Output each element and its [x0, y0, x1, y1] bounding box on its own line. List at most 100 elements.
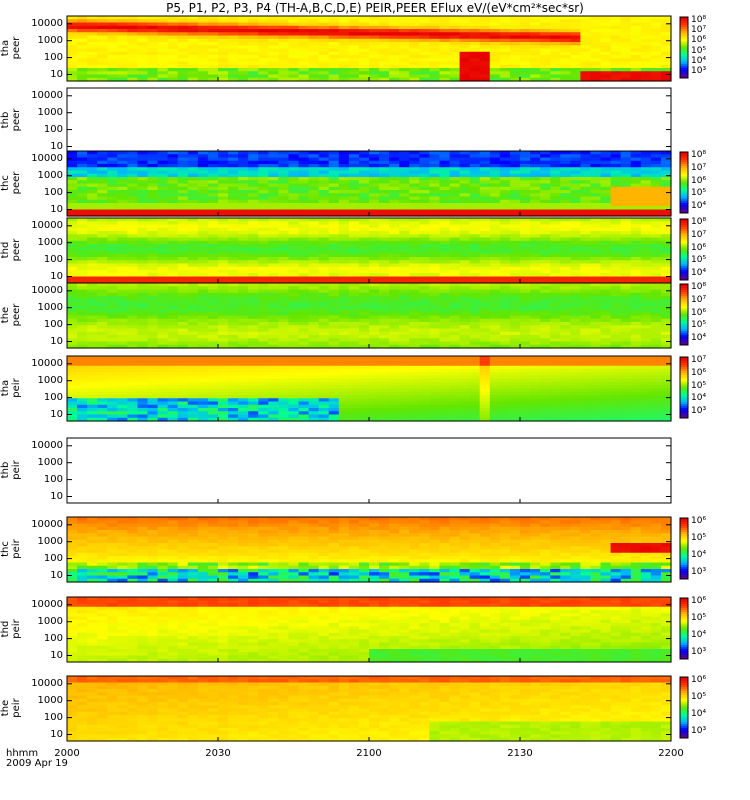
colorbar-tick-label: 10⁷: [691, 229, 707, 240]
panel-frame: [66, 87, 672, 154]
panel-tha-peer: [66, 15, 689, 82]
y-tick-label: 1000: [37, 694, 63, 706]
x-tick-label: 2000: [54, 748, 80, 759]
panel-the-peer: [66, 282, 689, 349]
panel-thd-peir: [66, 596, 689, 663]
y-tick-label: 10000: [31, 17, 63, 29]
x-tick-label: 2200: [658, 748, 684, 759]
colorbar-tick-label: 10⁴: [691, 55, 707, 66]
x-axis-date-label: 2009 Apr 19: [6, 758, 68, 769]
colorbar-tick-label: 10³: [691, 726, 707, 736]
panel-ylabel: thd peer: [0, 238, 22, 261]
y-tick-label: 100: [43, 552, 63, 564]
panel-thd-peer: [66, 217, 689, 284]
y-tick-label: 10: [50, 408, 63, 420]
y-tick-label: 100: [43, 711, 63, 723]
y-tick-label: 10: [50, 68, 63, 80]
panel-frame: [66, 437, 672, 504]
colorbar: [679, 283, 689, 346]
panel-thb-peir: [66, 437, 672, 504]
colorbar-tick-label: 10⁴: [691, 630, 707, 640]
y-tick-label: 10000: [31, 598, 63, 610]
colorbar-tick-label: 10³: [691, 66, 707, 76]
y-tick-label: 100: [43, 318, 63, 330]
colorbar: [679, 517, 689, 580]
y-tick-label: 100: [43, 186, 63, 198]
colorbar-tick-label: 10⁸: [691, 282, 707, 292]
y-tick-label: 1000: [37, 236, 63, 248]
y-tick-label: 100: [43, 391, 63, 403]
panel-tha-peir: [66, 355, 689, 422]
colorbar-tick-label: 10⁴: [691, 393, 707, 404]
colorbar-tick-label: 10⁸: [691, 150, 707, 160]
panel-ylabel: thb peir: [0, 459, 22, 480]
colorbar-tick-label: 10⁷: [691, 355, 707, 365]
colorbar-tick-label: 10⁴: [691, 333, 707, 343]
panel-ylabel: thd peir: [0, 618, 22, 639]
panel-ylabel: thc peer: [0, 171, 22, 194]
colorbar-tick-label: 10³: [691, 647, 707, 657]
colorbar: [679, 16, 689, 79]
colorbar: [679, 356, 689, 419]
y-tick-label: 10000: [31, 518, 63, 530]
y-tick-label: 1000: [37, 301, 63, 313]
colorbar-tick-label: 10⁵: [691, 692, 707, 702]
x-tick-label: 2130: [507, 748, 533, 759]
colorbar-tick-label: 10⁷: [691, 162, 707, 173]
y-tick-label: 100: [43, 473, 63, 485]
y-tick-label: 10000: [31, 89, 63, 101]
colorbar: [679, 676, 689, 739]
y-tick-label: 1000: [37, 456, 63, 468]
colorbar-tick-label: 10⁵: [691, 533, 707, 543]
y-tick-label: 10: [50, 335, 63, 347]
colorbar-tick-label: 10⁵: [691, 320, 707, 331]
y-tick-label: 100: [43, 253, 63, 265]
colorbar-tick-label: 10⁵: [691, 380, 707, 391]
colorbar-tick-label: 10³: [691, 406, 707, 416]
y-tick-label: 10000: [31, 357, 63, 369]
panel-ylabel: the peir: [0, 697, 22, 718]
colorbar-tick-label: 10⁵: [691, 613, 707, 623]
y-tick-label: 10000: [31, 152, 63, 164]
colorbar-tick-label: 10⁷: [691, 294, 707, 305]
colorbar-tick-label: 10⁴: [691, 201, 707, 211]
colorbar-tick-label: 10⁴: [691, 550, 707, 560]
colorbar-tick-label: 10⁶: [691, 242, 707, 253]
colorbar-tick-label: 10⁴: [691, 709, 707, 719]
panel-ylabel: tha peer: [0, 36, 22, 59]
colorbar: [679, 597, 689, 660]
y-tick-label: 10: [50, 203, 63, 215]
panel-ylabel: thc peir: [0, 538, 22, 559]
colorbar-tick-label: 10⁶: [691, 175, 707, 186]
y-tick-label: 1000: [37, 535, 63, 547]
y-tick-label: 10: [50, 270, 63, 282]
x-tick-label: 2100: [356, 748, 382, 759]
y-tick-label: 10: [50, 728, 63, 740]
colorbar-tick-label: 10⁵: [691, 188, 707, 199]
y-tick-label: 10000: [31, 284, 63, 296]
y-tick-label: 10000: [31, 677, 63, 689]
panel-ylabel: tha peir: [0, 377, 22, 398]
y-tick-label: 1000: [37, 169, 63, 181]
y-tick-label: 1000: [37, 106, 63, 118]
y-tick-label: 10: [50, 649, 63, 661]
colorbar-tick-label: 10⁸: [691, 217, 707, 227]
colorbar: [679, 218, 689, 281]
colorbar: [679, 151, 689, 214]
colorbar-tick-label: 10⁵: [691, 45, 707, 56]
panel-thb-peer: [66, 87, 672, 154]
y-tick-label: 1000: [37, 615, 63, 627]
figure-title: P5, P1, P2, P3, P4 (TH-A,B,C,D,E) PEIR,P…: [166, 1, 584, 15]
panel-thc-peer: [66, 150, 689, 217]
y-tick-label: 100: [43, 632, 63, 644]
y-tick-label: 100: [43, 51, 63, 63]
panel-ylabel: the peer: [0, 303, 22, 326]
colorbar-tick-label: 10⁵: [691, 255, 707, 266]
y-tick-label: 10: [50, 569, 63, 581]
y-tick-label: 10: [50, 490, 63, 502]
y-tick-label: 10000: [31, 219, 63, 231]
x-tick-label: 2030: [205, 748, 231, 759]
x-axis-unit-label: hhmm: [6, 748, 39, 759]
colorbar-tick-label: 10⁷: [691, 25, 707, 36]
